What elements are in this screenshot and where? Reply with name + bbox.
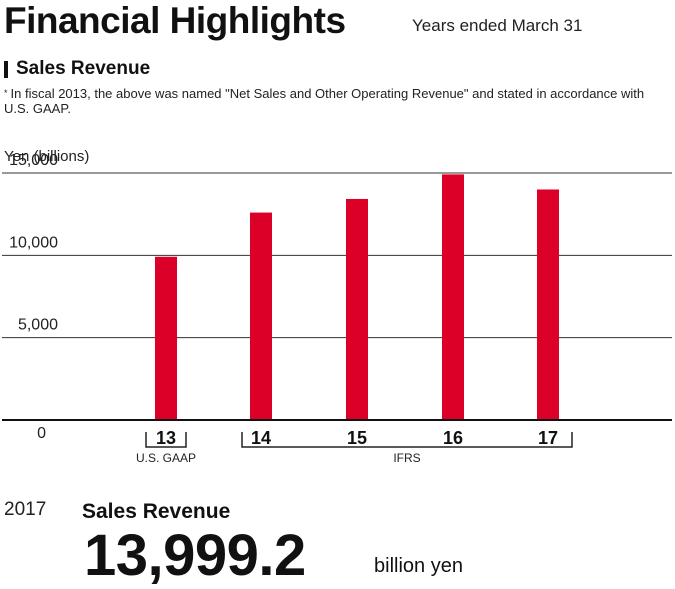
group-label: IFRS [393,451,420,465]
page-subtitle: Years ended March 31 [412,16,583,35]
page-title: Financial Highlights [4,0,346,41]
x-tick-label: 17 [538,428,558,448]
grid-layer [2,172,672,339]
kpi-label: Sales Revenue [82,500,231,523]
y-axis-label: Yen (billions) [4,148,90,165]
y-tick-label: 5,000 [18,317,58,334]
group-bracket [145,432,187,448]
bar-chart: 0 5,000 10,000 15,000 13 14 15 16 17 U.S. GAAP IFR… [2,152,672,465]
group-bracket [241,432,573,448]
kpi-year: 2017 [4,499,47,520]
x-tick-label: 15 [347,428,367,448]
bar-fy17 [537,189,559,420]
axis-layer [2,419,672,448]
bar-layer [155,174,559,420]
y-tick-label: 0 [37,425,46,442]
x-tick-label: 16 [443,428,463,448]
x-tick-label: 14 [251,428,271,448]
bar-fy13 [155,256,177,420]
section-marker [4,61,8,78]
header: Financial Highlights Years ended March 3… [4,0,672,44]
bar-fy16 [442,174,464,420]
label-layer: 0 5,000 10,000 15,000 13 14 15 16 17 U.S. GAAP IFR… [9,152,558,465]
kpi-unit: billion yen [374,555,463,577]
section-header: Sales Revenue [4,58,404,82]
bar-fy14 [250,212,272,420]
group-label: U.S. GAAP [136,451,196,465]
y-tick-label: 10,000 [9,234,58,251]
bar-fy15 [346,198,368,420]
footnote-text: In fiscal 2013, the above was named "Net… [4,86,645,116]
kpi-value: 13,999.2 [84,523,306,588]
footnote: * In fiscal 2013, the above was named "Ne… [4,86,664,116]
y-tick-label: 15,000 [9,152,58,169]
x-tick-label: 13 [156,428,176,448]
footnote-mark: * [4,88,8,98]
section-title: Sales Revenue [16,58,151,79]
